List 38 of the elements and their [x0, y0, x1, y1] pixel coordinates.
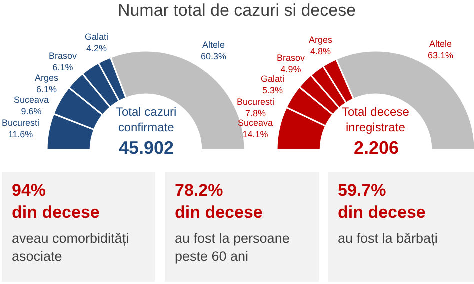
slice-label: Bucuresti [2, 118, 40, 128]
text: 45.902 [119, 138, 174, 158]
text: din decese [175, 203, 263, 222]
slice-label: Brasov [277, 53, 306, 63]
text: 59.7% [338, 181, 386, 200]
data-label: 5.3% [262, 86, 284, 96]
data-label: 4.9% [280, 64, 302, 75]
slice-label: Galati [261, 74, 285, 84]
data-label: 6.1% [52, 62, 74, 73]
slice-label: Arges [309, 35, 334, 45]
data-label: 6.1% [36, 84, 58, 95]
data-label: 4.2% [86, 44, 108, 54]
chart-title: Numar total de cazuri si decese [116, 0, 358, 22]
data-label: 14.1% [242, 130, 268, 140]
slice-label: Galati [85, 32, 109, 42]
slice-label: Arges [35, 73, 60, 83]
text: au fost la bărbați [338, 230, 439, 248]
text: au fost la persoane peste 60 ani [175, 230, 291, 266]
slice-label: Suceava [238, 118, 274, 128]
text: din decese [338, 203, 426, 222]
slice-label: Brasov [49, 51, 78, 61]
text: Total cazuri confirmate [116, 105, 177, 135]
data-label: 9.6% [21, 106, 42, 117]
slice-label: Suceava [14, 95, 50, 105]
text: 2.206 [354, 138, 400, 158]
data-label: 63.1% [428, 50, 454, 61]
slice-label: Bucuresti [237, 97, 275, 107]
slice-label: Altele [430, 39, 452, 49]
data-label: 11.6% [8, 130, 34, 140]
text: 94% [12, 181, 46, 200]
data-label: 7.8% [246, 108, 266, 119]
text: din decese [12, 203, 100, 222]
slice-label: Altele [202, 40, 226, 50]
data-label: 4.8% [310, 46, 332, 57]
data-label: 60.3% [201, 52, 227, 62]
text: aveau comorbidități asociate [12, 230, 130, 266]
text: 78.2% [175, 181, 224, 200]
text: Total decese inregistrate [342, 105, 410, 135]
